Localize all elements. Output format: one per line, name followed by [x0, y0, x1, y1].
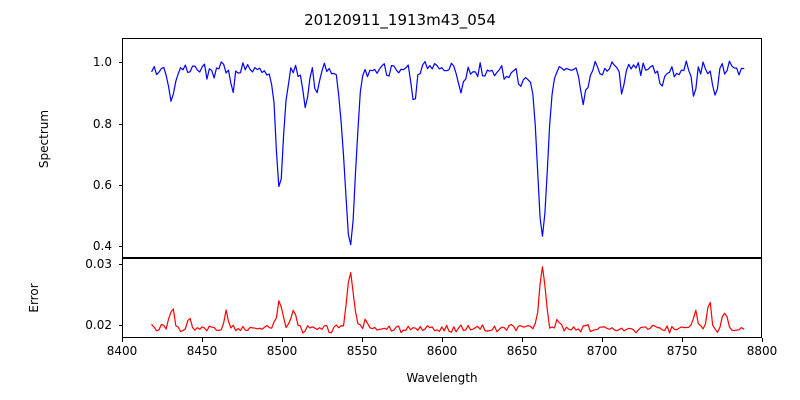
error-line-series	[151, 266, 745, 334]
xtickmark-8450	[201, 338, 203, 342]
xtick-8700: 8700	[586, 344, 618, 358]
xtickmark-8400	[121, 338, 123, 342]
spectrum-tickmark-1.0	[118, 62, 122, 64]
xtick-8600: 8600	[426, 344, 458, 358]
xtickmark-8700	[601, 338, 603, 342]
xtickmark-8800	[761, 338, 763, 342]
spectrum-ytick-0.4: 0.4	[92, 239, 112, 253]
spectrum-ytick-0.8: 0.8	[92, 117, 112, 131]
xtick-8450: 8450	[186, 344, 218, 358]
xtick-8650: 8650	[506, 344, 538, 358]
spectrum-tickmark-0.8	[118, 124, 122, 126]
spectrum-y-axis-label: Spectrum	[37, 109, 51, 169]
xtickmark-8550	[361, 338, 363, 342]
xtickmark-8750	[681, 338, 683, 342]
error-tickmark-0.02	[118, 325, 122, 327]
xtick-8800: 8800	[746, 344, 778, 358]
spectrum-ytick-0.6: 0.6	[92, 178, 112, 192]
xtickmark-8600	[441, 338, 443, 342]
spectrum-tickmark-0.4	[118, 246, 122, 248]
xtickmark-8500	[281, 338, 283, 342]
xtick-8750: 8750	[666, 344, 698, 358]
error-ytick-0.03: 0.03	[85, 257, 112, 271]
figure-title: 20120911_1913m43_054	[304, 11, 496, 29]
xtickmark-8650	[521, 338, 523, 342]
error-plot-area	[122, 258, 762, 338]
x-axis-label: Wavelength	[406, 371, 478, 385]
spectrum-plot-area	[122, 38, 762, 258]
xtick-8400: 8400	[106, 344, 138, 358]
error-y-axis-label: Error	[27, 283, 41, 313]
error-tickmark-0.03	[118, 264, 122, 266]
error-ytick-0.02: 0.02	[85, 318, 112, 332]
xtick-8500: 8500	[266, 344, 298, 358]
spectrum-tickmark-0.6	[118, 185, 122, 187]
spectrum-ytick-1.0: 1.0	[92, 55, 112, 69]
spectrum-line-series	[151, 60, 745, 246]
xtick-8550: 8550	[346, 344, 378, 358]
